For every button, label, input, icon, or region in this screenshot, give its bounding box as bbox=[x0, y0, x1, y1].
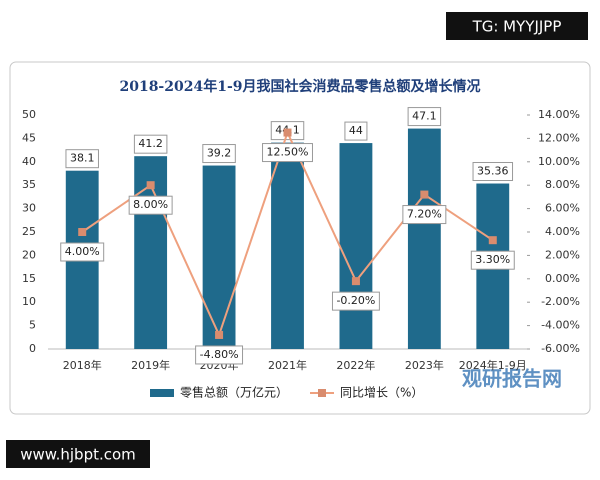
y2-tick-label: 6.00% bbox=[545, 202, 580, 215]
bar-value-label: 44 bbox=[349, 124, 363, 137]
line-value-label-box bbox=[402, 205, 447, 225]
line-marker bbox=[488, 236, 497, 245]
x-tick-label: 2018年 bbox=[63, 358, 102, 372]
watermark-bottom: www.hjbpt.com bbox=[20, 446, 136, 464]
y-tick-label: 25 bbox=[22, 225, 36, 238]
y2-tick-label: 4.00% bbox=[545, 225, 580, 238]
legend-swatch bbox=[150, 389, 174, 397]
x-tick-label: 2024年1-9月 bbox=[459, 358, 527, 372]
bar-value-label: 39.2 bbox=[207, 147, 232, 160]
y2-tick-label: 8.00% bbox=[545, 178, 580, 191]
y-tick-label: 40 bbox=[22, 155, 36, 168]
y2-tick-label: -6.00% bbox=[541, 342, 580, 355]
bar-value-label-box bbox=[344, 121, 368, 141]
legend-label: 零售总额（万亿元） bbox=[180, 385, 288, 400]
y-tick-label: 15 bbox=[22, 272, 36, 285]
bar-value-label-box bbox=[202, 144, 236, 164]
bar-value-label: 38.1 bbox=[70, 152, 95, 165]
line-marker bbox=[215, 330, 224, 339]
bar-value-label: 41.2 bbox=[138, 137, 163, 150]
y2-tick-label: 2.00% bbox=[545, 248, 580, 261]
bar bbox=[407, 128, 441, 349]
bar bbox=[339, 143, 373, 349]
y2-tick-label: 0.00% bbox=[545, 272, 580, 285]
line-marker bbox=[283, 128, 292, 137]
x-tick-label: 2023年 bbox=[405, 358, 444, 372]
line-value-label-box bbox=[331, 291, 380, 311]
bar-value-label-box bbox=[65, 149, 99, 169]
watermark-box bbox=[446, 12, 588, 40]
watermark-top: TG: MYYJJPP bbox=[472, 18, 562, 36]
y2-tick-label: -4.00% bbox=[541, 319, 580, 332]
x-tick-label: 2019年 bbox=[131, 358, 170, 372]
chart-title: 2018-2024年1-9月我国社会消费品零售总额及增长情况 bbox=[119, 78, 480, 95]
bar-value-label: 35.36 bbox=[477, 165, 509, 178]
line-value-label: 4.00% bbox=[65, 245, 100, 258]
watermark-box bbox=[6, 440, 150, 468]
line-value-label-box bbox=[262, 143, 313, 163]
y-tick-label: 20 bbox=[22, 248, 36, 261]
bar-value-label-box bbox=[407, 107, 442, 127]
line-value-label: 3.30% bbox=[475, 253, 510, 266]
y2-tick-label: 10.00% bbox=[538, 155, 580, 168]
line-marker bbox=[420, 190, 429, 199]
line-value-label: 7.20% bbox=[407, 208, 442, 221]
line-marker bbox=[146, 181, 155, 190]
line-value-label: -0.20% bbox=[336, 294, 375, 307]
x-tick-label: 2022年 bbox=[336, 358, 375, 372]
x-tick-label: 2021年 bbox=[268, 358, 307, 372]
legend-label: 同比增长（%） bbox=[340, 386, 423, 400]
y-tick-label: 30 bbox=[22, 202, 36, 215]
watermark-logo: 观研报告网 bbox=[462, 367, 562, 391]
bar-value-label: 47.1 bbox=[412, 110, 437, 123]
y2-tick-label: -2.00% bbox=[541, 295, 580, 308]
y-tick-label: 0 bbox=[29, 342, 36, 355]
bar bbox=[271, 142, 304, 349]
bar-value-label-box bbox=[133, 134, 168, 154]
line-value-label-box bbox=[60, 242, 105, 262]
line-value-label-box bbox=[470, 250, 515, 270]
y-tick-label: 50 bbox=[22, 108, 36, 121]
line-value-label-box bbox=[195, 345, 244, 365]
y2-tick-label: 14.00% bbox=[538, 108, 580, 121]
line-value-label-box bbox=[128, 195, 173, 215]
y-tick-label: 10 bbox=[22, 295, 36, 308]
legend-swatch bbox=[318, 389, 326, 397]
bar bbox=[202, 165, 236, 349]
y-tick-label: 35 bbox=[22, 178, 36, 191]
line-marker bbox=[351, 277, 360, 286]
y-tick-label: 5 bbox=[29, 319, 36, 332]
y-tick-label: 45 bbox=[22, 131, 36, 144]
y2-tick-label: 12.00% bbox=[538, 131, 580, 144]
bar-value-label-box bbox=[472, 162, 514, 182]
line-marker bbox=[78, 228, 87, 236]
line-value-label: 8.00% bbox=[133, 198, 168, 211]
line-value-label: 12.50% bbox=[267, 146, 309, 159]
line-value-label: -4.80% bbox=[200, 348, 239, 361]
